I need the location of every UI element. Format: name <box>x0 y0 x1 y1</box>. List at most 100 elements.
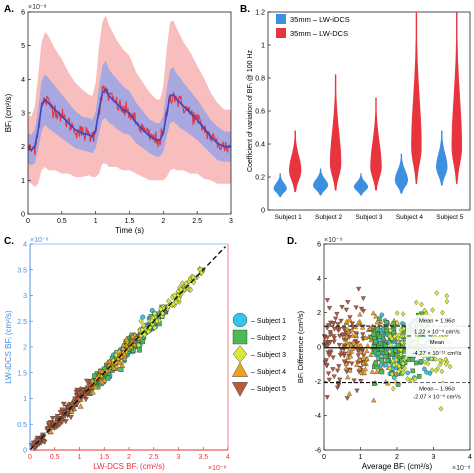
legend-label-subject-3: – Subject 3 <box>251 352 286 359</box>
data-point-subject-3 <box>439 368 445 375</box>
data-point-subject-4 <box>368 352 374 357</box>
data-point-subject-5 <box>335 322 341 327</box>
y-tick-label: 0.6 <box>255 109 265 116</box>
data-point-subject-3 <box>444 298 450 305</box>
data-point-subject-5 <box>358 306 365 312</box>
data-point-subject-4 <box>348 342 354 348</box>
violin-lw-dcs-subject-2 <box>329 74 342 191</box>
data-point-subject-1 <box>424 370 429 375</box>
data-point-subject-5 <box>339 305 345 310</box>
data-point-subject-3 <box>401 326 407 332</box>
data-point-subject-5 <box>338 318 344 324</box>
data-point-subject-3 <box>398 327 404 333</box>
data-point-subject-5 <box>360 296 366 302</box>
data-point-subject-5 <box>326 377 332 383</box>
violin-lw-dcs-subject-1 <box>289 130 302 193</box>
data-point-subject-3 <box>434 290 439 296</box>
x-tick-label: Subject 5 <box>436 214 463 221</box>
x-tick-label: 0.5 <box>57 218 67 225</box>
legend-swatch-lw-dcs <box>276 28 286 38</box>
panel-c-x-label: LW-DCS BFᵢ (cm²/s) <box>93 462 165 471</box>
data-point-subject-2 <box>410 368 416 374</box>
legend-label-subject-4: – Subject 4 <box>251 369 286 376</box>
y-tick-label: 4 <box>21 77 25 84</box>
data-point-subject-3 <box>429 367 435 373</box>
data-point-subject-4 <box>121 350 128 357</box>
data-point-subject-3 <box>392 333 397 340</box>
data-point-subject-5 <box>84 378 90 385</box>
data-point-subject-2 <box>379 357 385 363</box>
panel-d-x-label: Average BFᵢ (cm²/s) <box>362 462 433 471</box>
x-tick-label: 4 <box>468 454 472 461</box>
data-point-subject-5 <box>345 300 351 305</box>
y-tick-label: 0.4 <box>255 142 265 149</box>
violin-lw-dcs-subject-5 <box>451 11 462 184</box>
panel-d-y-label: BFᵢ Difference (cm²/s) <box>296 310 305 383</box>
panel-a-x-label: Time (s) <box>115 226 144 235</box>
panel-c-x-exponent: ×10⁻⁸ <box>208 465 227 472</box>
data-point-subject-4 <box>111 365 117 371</box>
data-point-subject-3 <box>160 310 166 317</box>
y-tick-label: 0 <box>21 212 25 219</box>
data-point-subject-4 <box>346 390 352 396</box>
data-point-subject-4 <box>99 368 106 374</box>
data-point-subject-1 <box>392 375 397 381</box>
data-point-subject-4 <box>374 319 380 325</box>
data-point-subject-4 <box>347 353 354 359</box>
data-point-subject-5 <box>330 367 336 372</box>
data-point-subject-2 <box>379 369 385 375</box>
data-point-subject-3 <box>141 322 147 329</box>
data-point-subject-4 <box>99 379 106 385</box>
y-tick-label: 1.5 <box>17 370 27 377</box>
data-point-subject-5 <box>356 286 362 292</box>
data-point-subject-5 <box>331 321 337 327</box>
panel-a-label: A. <box>4 4 14 15</box>
data-point-subject-2 <box>385 358 390 363</box>
data-point-subject-4 <box>364 348 370 354</box>
data-point-subject-3 <box>142 331 148 338</box>
data-point-subject-4 <box>344 326 350 332</box>
y-tick-label: 4 <box>317 276 321 283</box>
data-point-subject-5 <box>334 368 341 374</box>
x-tick-label: Subject 3 <box>355 214 382 221</box>
x-tick-label: 0 <box>28 454 32 461</box>
x-tick-label: 1.5 <box>99 454 109 461</box>
data-point-subject-2 <box>373 360 379 366</box>
data-point-subject-2 <box>105 375 111 381</box>
data-point-subject-4 <box>354 362 360 367</box>
x-tick-label: 1 <box>94 218 98 225</box>
data-point-subject-5 <box>59 407 66 413</box>
data-point-subject-2 <box>391 330 396 335</box>
data-point-subject-4 <box>374 369 380 374</box>
data-point-subject-5 <box>324 395 330 400</box>
data-point-subject-5 <box>323 358 329 364</box>
data-point-subject-4 <box>346 348 352 354</box>
x-tick-label: 2 <box>161 218 165 225</box>
panel-d-reference-lines: Mean + 1.96σ 1.22 × 10⁻⁹ cm²/s Mean -4.27 ×… <box>324 315 470 403</box>
x-tick-label: 1 <box>78 454 82 461</box>
data-point-subject-4 <box>343 365 349 371</box>
data-point-subject-5 <box>331 326 338 332</box>
y-tick-label: 0.5 <box>17 422 27 429</box>
data-point-subject-4 <box>129 333 136 339</box>
y-tick-label: 2.5 <box>17 319 27 326</box>
panel-d-label: D. <box>287 236 297 247</box>
data-point-subject-3 <box>388 327 393 334</box>
panel-c-label: C. <box>4 236 14 247</box>
data-point-subject-5 <box>341 332 347 338</box>
data-point-subject-5 <box>331 374 337 380</box>
data-point-subject-4 <box>90 389 96 395</box>
data-point-subject-1 <box>422 366 427 372</box>
panel-d-ticks: 0 1 2 3 4 -6 -4 -2 0 2 4 6 <box>315 242 472 462</box>
data-point-subject-2 <box>136 347 142 353</box>
data-point-subject-4 <box>115 355 122 361</box>
data-point-subject-2 <box>418 359 424 364</box>
y-tick-label: 0.8 <box>255 76 265 83</box>
reference-line-label: Mean + 1.96σ <box>419 319 455 325</box>
y-tick-label: 3 <box>23 293 27 300</box>
data-point-subject-3 <box>412 375 418 382</box>
data-point-subject-3 <box>387 348 393 355</box>
violin-lw-idcs-subject-2 <box>313 168 329 196</box>
data-point-subject-5 <box>336 343 343 348</box>
x-tick-label: 3 <box>229 218 233 225</box>
